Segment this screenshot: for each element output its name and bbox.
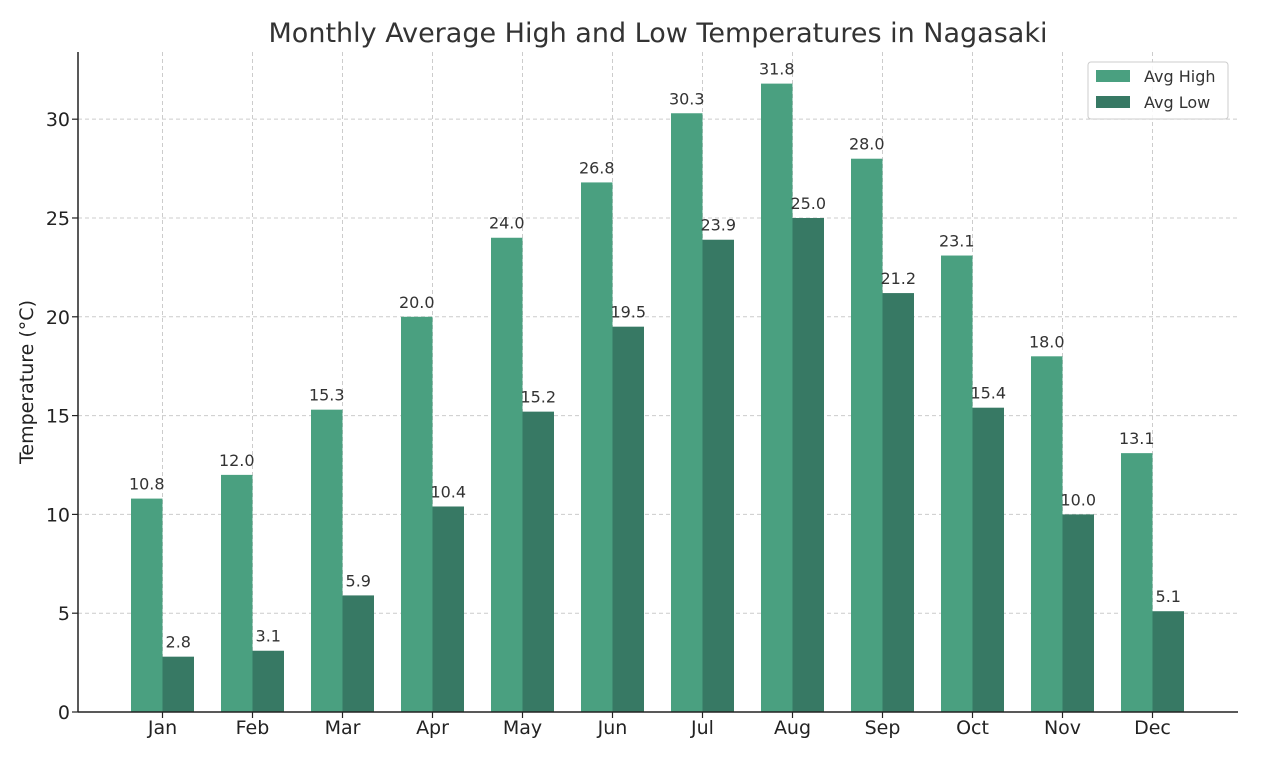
data-label-avg-low-may: 15.2: [520, 388, 556, 407]
bar-avg-high-dec: [1121, 453, 1153, 712]
y-tick-label: 25: [46, 208, 70, 230]
bar-avg-low-sep: [882, 293, 914, 712]
y-tick-label: 0: [58, 702, 70, 724]
chart-title: Monthly Average High and Low Temperature…: [269, 18, 1048, 49]
data-label-avg-low-oct: 15.4: [970, 384, 1006, 403]
x-tick-label-dec: Dec: [1134, 717, 1171, 739]
data-label-avg-low-feb: 3.1: [256, 627, 281, 646]
data-label-avg-low-jul: 23.9: [700, 216, 736, 235]
y-tick-label: 10: [46, 504, 70, 526]
x-tick-label-feb: Feb: [236, 717, 270, 739]
bar-avg-low-aug: [792, 217, 824, 712]
data-label-avg-high-jul: 30.3: [669, 89, 705, 108]
bar-avg-high-nov: [1031, 356, 1063, 712]
y-axis-label: Temperature (°C): [16, 300, 38, 465]
data-label-avg-low-nov: 10.0: [1060, 490, 1096, 509]
bar-avg-low-may: [522, 411, 554, 712]
bar-avg-low-apr: [432, 506, 464, 712]
data-label-avg-high-apr: 20.0: [399, 293, 435, 312]
bar-avg-high-jul: [671, 113, 703, 712]
legend-label-avg-low: Avg Low: [1144, 93, 1210, 112]
bar-avg-high-sep: [851, 158, 883, 712]
y-tick-labels: 0 5 10 15 20 25 30: [46, 109, 78, 724]
legend-swatch-avg-low: [1096, 96, 1130, 108]
data-label-avg-low-jan: 2.8: [166, 633, 191, 652]
y-tick-label: 20: [46, 307, 70, 329]
x-tick-label-nov: Nov: [1044, 717, 1081, 739]
y-tick-label: 30: [46, 109, 70, 131]
x-tick-label-mar: Mar: [325, 717, 361, 739]
axes: [77, 52, 1238, 713]
bar-avg-low-nov: [1062, 514, 1094, 712]
data-label-avg-high-nov: 18.0: [1029, 332, 1065, 351]
x-tick-label-jul: Jul: [690, 717, 714, 739]
x-tick-label-jun: Jun: [597, 717, 628, 739]
data-labels: 10.8 12.0 15.3 20.0 24.0 26.8 30.3 31.8 28.0 23.1…: [129, 60, 1181, 652]
data-label-avg-low-sep: 21.2: [880, 269, 916, 288]
data-label-avg-high-jan: 10.8: [129, 475, 165, 494]
bar-avg-low-jun: [612, 326, 644, 712]
data-label-avg-low-aug: 25.0: [790, 194, 826, 213]
data-label-avg-low-apr: 10.4: [430, 482, 466, 501]
legend-swatch-avg-high: [1096, 70, 1130, 82]
data-label-avg-high-mar: 15.3: [309, 386, 345, 405]
x-tick-label-aug: Aug: [774, 717, 811, 739]
data-label-avg-high-may: 24.0: [489, 214, 525, 233]
x-tick-label-may: May: [503, 717, 542, 739]
bar-avg-high-feb: [221, 474, 253, 712]
bar-avg-high-may: [491, 237, 523, 712]
y-tick-label: 5: [58, 603, 70, 625]
bar-avg-high-apr: [401, 316, 433, 712]
data-label-avg-high-feb: 12.0: [219, 451, 255, 470]
x-tick-labels: Jan Feb Mar Apr May Jun Jul Aug Sep Oct Nov Dec: [147, 712, 1171, 739]
data-label-avg-low-dec: 5.1: [1156, 587, 1181, 606]
bar-avg-low-feb: [252, 650, 284, 712]
data-label-avg-high-sep: 28.0: [849, 135, 885, 154]
bar-avg-low-mar: [342, 595, 374, 712]
y-tick-label: 15: [46, 406, 70, 428]
data-label-avg-high-jun: 26.8: [579, 158, 615, 177]
bar-avg-low-oct: [972, 407, 1004, 712]
data-label-avg-low-jun: 19.5: [610, 303, 646, 322]
data-label-avg-low-mar: 5.9: [346, 571, 371, 590]
legend: Avg High Avg Low: [1087, 61, 1229, 120]
data-label-avg-high-aug: 31.8: [759, 60, 795, 79]
bar-avg-low-jan: [162, 656, 194, 712]
bar-avg-high-jun: [581, 182, 613, 712]
bar-avg-low-jul: [702, 239, 734, 712]
x-tick-label-sep: Sep: [865, 717, 901, 739]
data-label-avg-high-oct: 23.1: [939, 232, 975, 251]
x-tick-label-apr: Apr: [416, 717, 449, 739]
bar-avg-high-mar: [311, 409, 343, 712]
bars: [131, 83, 1184, 713]
bar-avg-low-dec: [1152, 611, 1184, 712]
bar-avg-high-oct: [941, 255, 973, 712]
x-tick-label-jan: Jan: [147, 717, 177, 739]
legend-label-avg-high: Avg High: [1144, 67, 1216, 86]
bar-avg-high-jan: [131, 498, 163, 712]
data-label-avg-high-dec: 13.1: [1119, 429, 1155, 448]
x-tick-label-oct: Oct: [956, 717, 989, 739]
bar-avg-high-aug: [761, 83, 793, 713]
